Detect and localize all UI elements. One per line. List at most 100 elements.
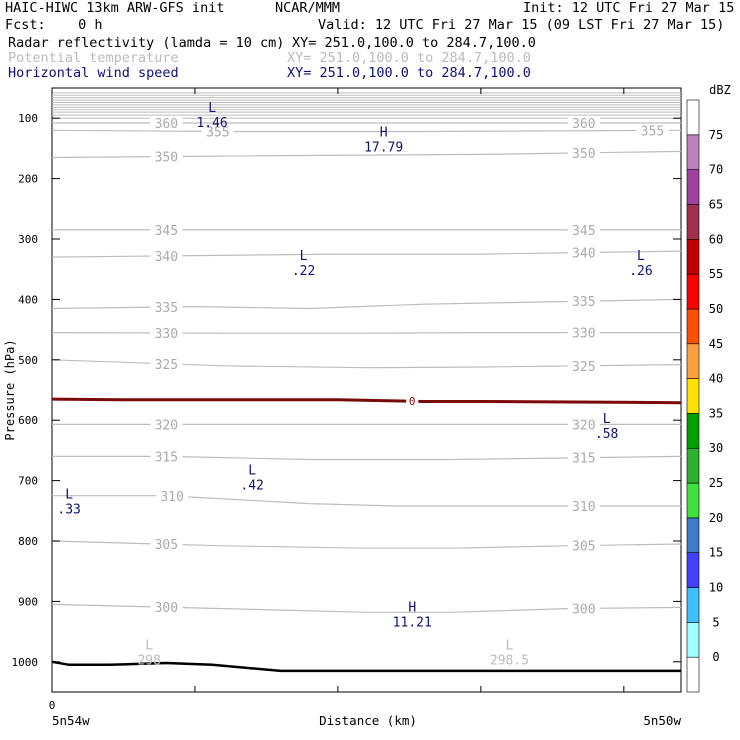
colorbar-level-label: 35 [709, 406, 723, 420]
y-tick-label: 700 [18, 475, 38, 488]
theta-contour-315 [52, 455, 682, 461]
field-theta-xy: XY= 251.0,100.0 to 284.7,100.0 [287, 50, 531, 66]
theta-label-mask [150, 356, 183, 371]
wind-extremum-type: L [65, 488, 73, 503]
wind-extremum-value: .58 [595, 427, 618, 442]
theta-contour-label: 315 [155, 450, 178, 465]
theta-label-mask [150, 417, 183, 432]
theta-contour-label: 310 [160, 490, 183, 505]
y-axis-title: Pressure (hPa) [3, 339, 17, 440]
field-reflectivity-xy: XY= 251.0,100.0 to 284.7,100.0 [292, 35, 536, 51]
colorbar-swatch [686, 413, 700, 449]
colorbar-level-label: 5 [712, 615, 719, 629]
field-wind-name: Horizontal wind speed [8, 65, 179, 81]
theta-label-mask [567, 116, 600, 131]
field-theta-name: Potential temperature [8, 50, 179, 66]
wind-extremum-value: .42 [240, 479, 263, 494]
theta-contour-label: 340 [155, 250, 178, 265]
colorbar-swatch [686, 238, 700, 275]
theta-contour-label: 360 [572, 117, 595, 132]
theta-label-mask [150, 326, 183, 341]
theta-label-mask [150, 449, 183, 464]
theta-label-mask [567, 417, 600, 432]
theta-label-mask [567, 245, 600, 260]
field-wind-xy: XY= 251.0,100.0 to 284.7,100.0 [287, 65, 531, 81]
colorbar-swatch [686, 622, 700, 658]
reflectivity-contour-label: 0 [409, 395, 416, 408]
y-tick-label: 100 [18, 112, 38, 125]
valid-time: Valid: 12 UTC Fri 27 Mar 15 (09 LST Fri … [318, 17, 725, 33]
colorbar-swatch [686, 169, 700, 205]
theta-contour-label: 335 [155, 301, 178, 316]
y-tick-label: 500 [18, 354, 38, 367]
theta-contour-335 [51, 298, 682, 310]
theta-label-mask [150, 300, 183, 315]
colorbar-swatch [686, 482, 700, 519]
colorbar-level-label: 75 [709, 128, 723, 142]
y-tick-label: 800 [18, 535, 38, 548]
theta-label-mask [567, 498, 600, 513]
y-tick-label: 400 [18, 293, 38, 306]
wind-extremum-value: .22 [292, 264, 315, 279]
theta-contour-label: 300 [572, 602, 595, 617]
theta-contour-label: 325 [572, 360, 595, 375]
wind-extremum-type: L [300, 249, 308, 264]
colorbar-swatch [686, 517, 700, 554]
x-left-location: 5n54w [52, 713, 90, 728]
wind-extremum-value: .26 [629, 264, 652, 279]
theta-contour-label: 330 [572, 327, 595, 342]
theta-contour-label: 360 [155, 117, 178, 132]
terrain-line [51, 660, 681, 673]
colorbar-level-label: 55 [709, 267, 723, 281]
theta-extremum-value: 298 [137, 654, 160, 669]
theta-label-mask [150, 600, 183, 615]
wind-extremum-value: 17.79 [364, 140, 403, 155]
wind-extremum-value: 11.21 [393, 616, 432, 631]
colorbar-swatch [686, 99, 700, 136]
wind-extremum-type: L [603, 412, 611, 427]
theta-contour-label: 340 [572, 247, 595, 262]
colorbar-swatch [686, 273, 700, 310]
reflectivity-zero-contour [51, 397, 682, 405]
colorbar-level-label: 65 [709, 197, 723, 211]
theta-contour-340 [51, 250, 682, 258]
colorbar-swatch [686, 134, 700, 170]
colorbar-level-label: 25 [709, 476, 723, 490]
theta-contour-label: 310 [572, 500, 595, 515]
theta-label-mask [567, 325, 600, 340]
wind-extremum-value: .33 [57, 503, 80, 518]
theta-extremum-value: 298.5 [490, 654, 529, 669]
wind-extremum-type: L [637, 249, 645, 264]
colorbar-level-label: 15 [709, 546, 723, 560]
theta-extremum-type: L [145, 639, 153, 654]
theta-label-mask [150, 116, 183, 131]
theta-contour-label: 345 [155, 224, 178, 239]
model-title: HAIC-HIWC 13km ARW-GFS init [5, 0, 225, 16]
y-tick-label: 600 [18, 414, 38, 427]
plot-frame [51, 87, 682, 693]
colorbar-swatch [686, 587, 700, 623]
theta-contour-label: 315 [572, 452, 595, 467]
org-label: NCAR/MMM [275, 0, 341, 16]
theta-contour-label: 320 [155, 418, 178, 433]
init-time: Init: 12 UTC Fri 27 Mar 15 [523, 0, 735, 16]
colorbar-swatch [686, 378, 700, 414]
y-tick-label: 900 [18, 595, 38, 608]
colorbar-swatch [686, 656, 700, 693]
theta-contour-label: 355 [641, 124, 664, 139]
theta-label-mask [567, 145, 600, 160]
colorbar-level-label: 50 [709, 302, 723, 316]
theta-label-mask [156, 489, 189, 504]
forecast-hour: Fcst: 0 h [5, 17, 103, 33]
theta-contour-310 [52, 495, 681, 507]
y-tick-label: 200 [18, 173, 38, 186]
theta-label-mask [150, 537, 183, 552]
theta-label-mask [150, 222, 183, 237]
theta-contour-label: 305 [155, 538, 178, 553]
x-axis-title: Distance (km) [319, 713, 417, 728]
x-right-location: 5n50w [643, 713, 681, 728]
wind-extremum-type: H [408, 601, 416, 616]
x-start-tick-label: 0 [49, 699, 56, 712]
colorbar-level-label: 45 [709, 337, 723, 351]
